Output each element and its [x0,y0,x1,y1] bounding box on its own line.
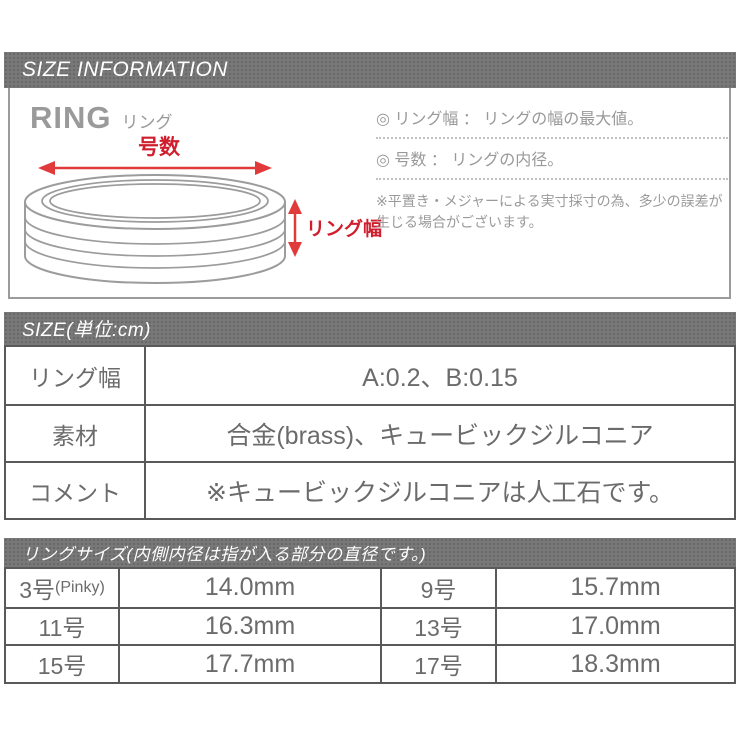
size-table-title: SIZE(単位:cm) [22,320,151,341]
ring-width-arrow-label: リング幅 [306,217,382,240]
diameter-arrow [38,161,272,175]
ring-size-cell: 17号 [382,644,497,682]
ring-size-cell: 15号 [6,644,120,682]
ring-diagram: 号数 リング幅 [24,136,382,284]
size-table-label: 素材 [6,404,146,461]
ring-size-value: 3号 [19,576,55,603]
ring-subtitle: リング [121,113,173,132]
size-information-title: SIZE INFORMATION [22,58,228,81]
diameter-arrow-label: 号数 [138,136,181,159]
ring-size-table-title: リングサイズ(内側内径は指が入る部分の直径です。) [22,545,427,564]
ring-size-cell: 13号 [382,606,497,645]
ring-title: RING [30,100,112,135]
size-table: リング幅 A:0.2、B:0.15 素材 合金(brass)、キュービックジルコ… [4,345,736,520]
ring-diameter-cell: 17.0mm [497,606,734,645]
measurement-disclaimer: ※平置き・メジャーによる実寸採寸の為、多少の誤差が生じる場合がございます。 [376,193,723,230]
ring-size-note: (Pinky) [55,578,105,596]
note-ring-width: ◎ リング幅 ： リングの幅の最大値。 [376,98,728,139]
size-table-header: SIZE(単位:cm) [4,312,736,345]
size-table-value: ※キュービックジルコニアは人工石です。 [146,461,734,518]
ring-width-arrow [288,199,302,257]
ring-size-table: 3号 (Pinky) 14.0mm 9号 15.7mm 11号 16.3mm 13… [4,567,736,684]
size-table-label: コメント [6,461,146,518]
ring-section: RING リング 号数 [8,88,731,299]
ring-diameter-cell: 14.0mm [120,569,382,607]
size-information-header: SIZE INFORMATION [4,52,736,88]
ring-size-cell: 9号 [382,569,497,607]
ring-diameter-cell: 16.3mm [120,606,382,645]
ring-diameter-cell: 15.7mm [570,573,661,602]
ring-size-cell: 3号 (Pinky) [6,569,120,607]
ring-title-row: RING リング [30,100,173,136]
ring-size-table-header: リングサイズ(内側内径は指が入る部分の直径です。) [4,538,736,567]
size-table-value: 合金(brass)、キュービックジルコニア [146,404,734,461]
ring-notes: ◎ リング幅 ： リングの幅の最大値。 ◎ 号数 ： リングの内径。 ※平置き・… [376,98,728,233]
note-size-number: ◎ 号数 ： リングの内径。 [376,139,728,180]
size-table-label: リング幅 [6,347,146,404]
ring-diameter-cell: 18.3mm [497,644,734,682]
size-table-value: A:0.2、B:0.15 [362,363,518,392]
ring-diameter-cell: 17.7mm [120,644,382,682]
ring-drawing [24,174,286,284]
ring-size-cell: 11号 [6,606,120,645]
